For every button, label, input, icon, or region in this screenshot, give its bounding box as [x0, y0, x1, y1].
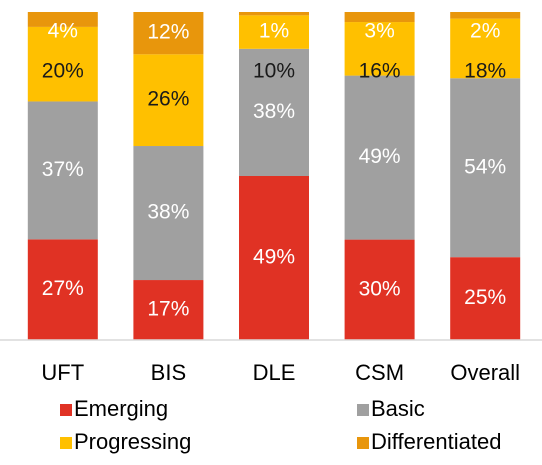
- data-label: 1%: [259, 20, 289, 43]
- bar-segment: [239, 176, 309, 340]
- data-label: 54%: [464, 155, 506, 178]
- bar-segment: [450, 12, 521, 19]
- x-tick-label: Overall: [450, 360, 520, 385]
- data-label: 16%: [359, 60, 401, 83]
- legend-swatch: [60, 404, 72, 416]
- x-tick-label: BIS: [151, 360, 186, 385]
- data-label: 20%: [42, 60, 84, 83]
- data-label: 26%: [147, 88, 189, 111]
- legend-label: Basic: [371, 396, 425, 421]
- data-label: 38%: [147, 201, 189, 224]
- data-label: 37%: [42, 158, 84, 181]
- legend-swatch: [60, 437, 72, 449]
- bar-segment: [27, 26, 98, 102]
- data-label: 49%: [253, 246, 295, 269]
- bar-segment: [27, 12, 98, 27]
- legend-swatch: [357, 437, 369, 449]
- legend-label: Differentiated: [371, 429, 501, 454]
- bar-segment: [239, 48, 309, 176]
- legend-swatch: [357, 404, 369, 416]
- bar-segment: [239, 12, 309, 16]
- data-label: 25%: [464, 286, 506, 309]
- data-label: 10%: [253, 60, 295, 83]
- bar-segment: [344, 75, 415, 240]
- data-label: 3%: [364, 20, 394, 43]
- data-label: 27%: [42, 277, 84, 300]
- data-label: 30%: [359, 277, 401, 300]
- data-label: 12%: [147, 21, 189, 44]
- x-tick-label: DLE: [253, 360, 296, 385]
- x-tick-label: CSM: [355, 360, 404, 385]
- bar-segment: [27, 239, 98, 340]
- bar-segment: [344, 12, 415, 23]
- legend-label: Emerging: [74, 396, 168, 421]
- bar-segment: [133, 280, 204, 340]
- bar-segment: [133, 12, 204, 55]
- bar-segment: [27, 101, 98, 240]
- bar-segment: [450, 257, 521, 340]
- bar-segment: [133, 146, 204, 281]
- data-label: 49%: [359, 145, 401, 168]
- data-label: 2%: [470, 20, 500, 43]
- data-label: 17%: [147, 298, 189, 321]
- bar-segment: [344, 22, 415, 76]
- legend-label: Progressing: [74, 429, 191, 454]
- data-label: 4%: [48, 20, 78, 43]
- x-tick-label: UFT: [41, 360, 84, 385]
- bar-segment: [450, 78, 521, 258]
- bar-segment: [450, 18, 521, 79]
- bar-segment: [133, 54, 204, 147]
- data-label: 18%: [464, 60, 506, 83]
- bar-segment: [344, 239, 415, 340]
- data-label: 38%: [253, 100, 295, 123]
- bar-segment: [239, 15, 309, 49]
